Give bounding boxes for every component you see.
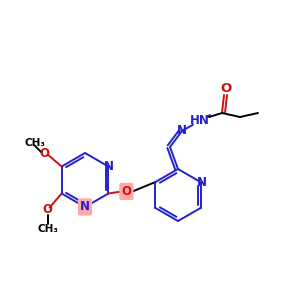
Text: O: O: [40, 147, 50, 160]
Text: O: O: [122, 185, 131, 198]
Text: HN: HN: [190, 115, 210, 128]
Text: O: O: [220, 82, 232, 94]
Text: CH₃: CH₃: [37, 224, 58, 233]
Text: CH₃: CH₃: [24, 137, 45, 148]
Text: N: N: [196, 176, 206, 188]
Text: N: N: [103, 160, 113, 173]
Text: N: N: [177, 124, 187, 137]
Text: O: O: [43, 203, 52, 216]
Text: N: N: [80, 200, 90, 214]
